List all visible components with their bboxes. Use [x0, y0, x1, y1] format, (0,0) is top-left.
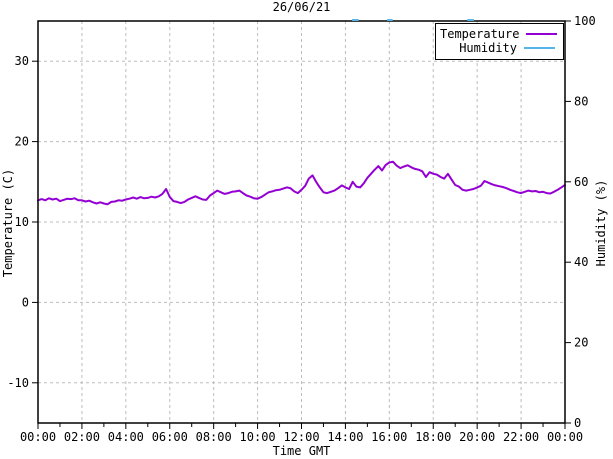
legend-label-humidity: Humidity	[459, 41, 517, 55]
x-axis-tick-label: 22:00	[503, 430, 539, 444]
legend-row-temperature: Temperature	[440, 27, 558, 41]
legend-line-sample-temperature	[526, 33, 558, 35]
y-axis-right-tick-label: 80	[574, 94, 588, 108]
y-axis-left-tick-label: -10	[7, 376, 29, 390]
x-axis-tick-label: 12:00	[283, 430, 319, 444]
legend-box: Temperature Humidity	[435, 23, 564, 60]
x-axis-tick-label: 00:00	[547, 430, 583, 444]
x-axis-tick-label: 10:00	[240, 430, 276, 444]
chart-title: 26/06/21	[272, 0, 331, 14]
legend-line-sample-humidity	[524, 47, 555, 49]
y-axis-right-tick-label: 60	[574, 175, 588, 189]
x-axis-tick-label: 18:00	[415, 430, 451, 444]
y-axis-right-title: Humidity (%)	[594, 179, 608, 267]
legend-label-temperature: Temperature	[440, 27, 520, 41]
y-axis-left-tick-label: 30	[15, 54, 29, 68]
x-axis-title: Time GMT	[272, 444, 331, 458]
x-axis-tick-label: 14:00	[327, 430, 363, 444]
x-axis-tick-label: 08:00	[196, 430, 232, 444]
y-axis-right-tick-label: 20	[574, 336, 588, 350]
y-axis-left-tick-label: 0	[22, 295, 29, 309]
y-axis-right-tick-label: 40	[574, 255, 588, 269]
y-axis-right-tick-label: 0	[574, 416, 581, 430]
x-axis-tick-label: 02:00	[64, 430, 100, 444]
y-axis-right-tick-label: 100	[574, 14, 596, 28]
x-axis-tick-label: 06:00	[152, 430, 188, 444]
x-axis-tick-label: 04:00	[108, 430, 144, 444]
x-axis-tick-label: 16:00	[371, 430, 407, 444]
y-axis-left-title: Temperature (C)	[1, 168, 15, 278]
x-axis-tick-label: 00:00	[20, 430, 56, 444]
temperature-line	[37, 160, 566, 206]
x-axis-tick-label: 20:00	[459, 430, 495, 444]
y-axis-left-tick-label: 20	[15, 135, 29, 149]
y-axis-left-tick-label: 10	[15, 215, 29, 229]
legend-row-humidity: Humidity	[440, 41, 555, 55]
